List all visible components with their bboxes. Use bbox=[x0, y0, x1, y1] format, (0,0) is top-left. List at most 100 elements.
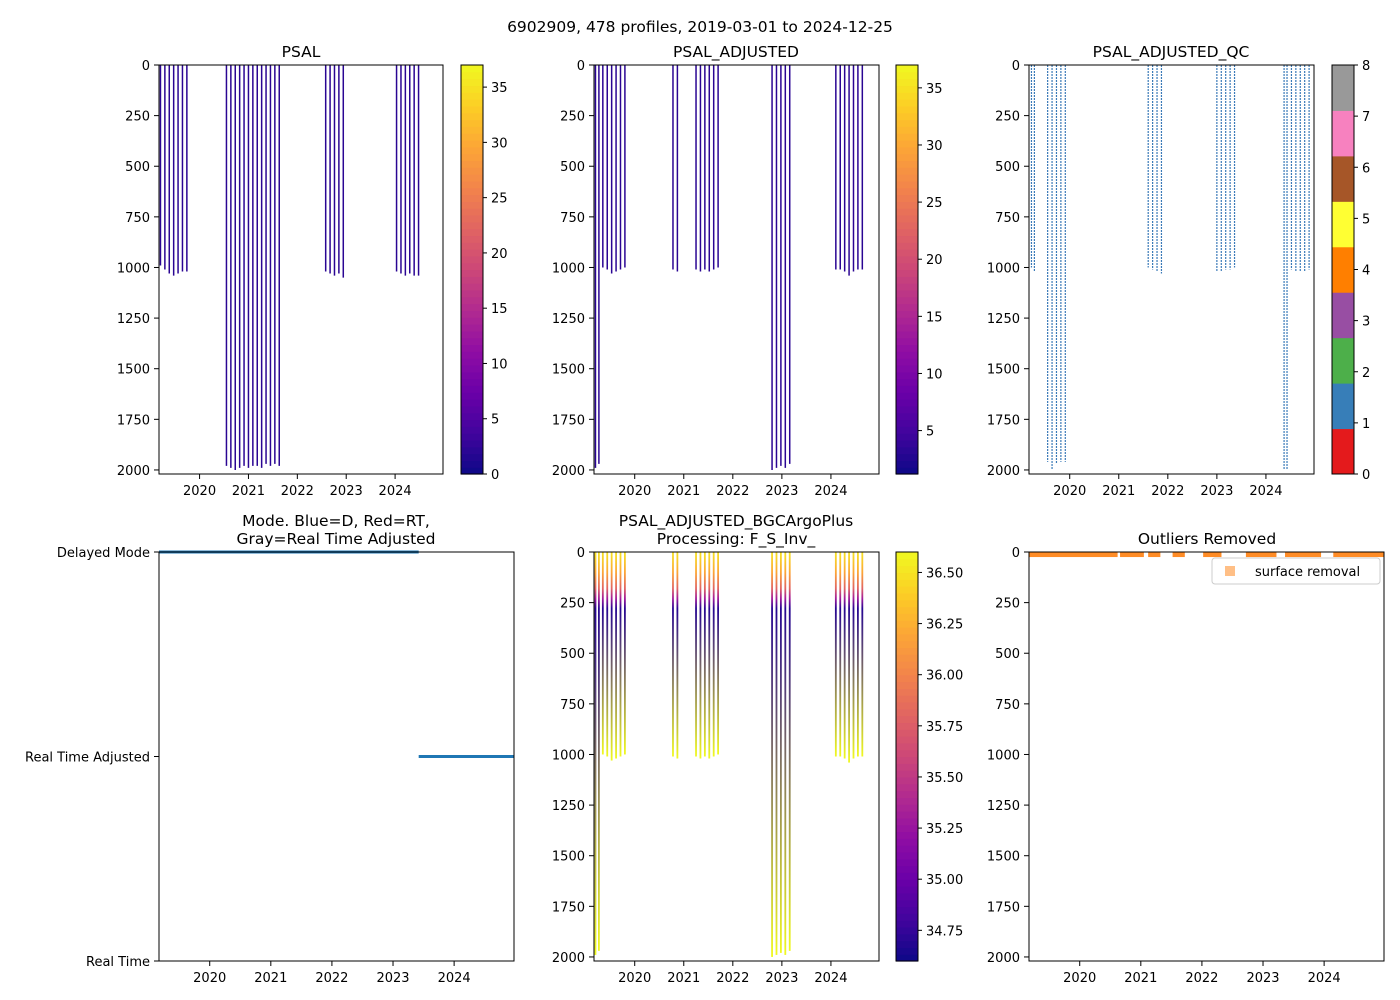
colorbar-step bbox=[896, 851, 918, 860]
colorbar-segment bbox=[1332, 110, 1354, 157]
panel-title: Mode. Blue=D, Red=RT, bbox=[242, 512, 430, 530]
colorbar-frame bbox=[895, 64, 919, 475]
colorbar-tick-label: 35.75 bbox=[926, 720, 963, 735]
colorbar-step bbox=[896, 174, 918, 182]
x-tick-label: 2020 bbox=[618, 971, 651, 986]
profile-line bbox=[695, 552, 697, 757]
colorbar-step bbox=[896, 749, 918, 758]
colorbar-tick-label: 36.00 bbox=[926, 669, 963, 684]
y-tick-label: 1500 bbox=[552, 850, 585, 865]
colorbar-step bbox=[461, 249, 483, 257]
colorbar-step bbox=[896, 688, 918, 696]
profile-line bbox=[624, 552, 626, 755]
colorbar-tick-label: 10 bbox=[491, 357, 508, 372]
colorbar-step bbox=[461, 392, 483, 400]
x-tick-label: 2024 bbox=[379, 484, 412, 499]
colorbar-step bbox=[896, 180, 918, 189]
colorbar-step bbox=[896, 71, 918, 80]
y-tick-label: 1750 bbox=[117, 413, 150, 428]
colorbar-step bbox=[896, 572, 918, 580]
y-tick-label: 0 bbox=[1012, 546, 1020, 561]
x-tick-label: 2022 bbox=[716, 971, 749, 986]
colorbar-step bbox=[896, 620, 918, 628]
colorbar-segment bbox=[1332, 383, 1354, 430]
panel-title: Outliers Removed bbox=[1138, 530, 1276, 548]
plot-area: 2020 2021 2022 2023 202402505007501000125015… bbox=[117, 59, 508, 499]
colorbar-segment bbox=[1332, 201, 1354, 248]
profile-line bbox=[843, 552, 846, 759]
colorbar-step bbox=[896, 913, 918, 921]
colorbar-step bbox=[896, 701, 918, 710]
colorbar-step bbox=[461, 194, 483, 202]
colorbar-step bbox=[461, 330, 483, 339]
colorbar-step bbox=[896, 715, 918, 724]
y-tick-label: 250 bbox=[560, 597, 585, 612]
colorbar-step bbox=[896, 385, 918, 393]
colorbar-step bbox=[896, 399, 918, 407]
panel-psal-adjusted-qc: PSAL_ADJUSTED_QC 2020 2021 2022 2023 2024025… bbox=[987, 43, 1370, 499]
colorbar-step bbox=[461, 71, 483, 80]
colorbar-step bbox=[896, 214, 918, 223]
colorbar-step bbox=[461, 208, 483, 216]
colorbar-step bbox=[896, 460, 918, 468]
outlier-marker bbox=[1285, 552, 1322, 558]
colorbar-step bbox=[896, 811, 918, 819]
colorbar-step bbox=[896, 112, 918, 121]
colorbar-step bbox=[896, 906, 918, 914]
y-tick-label: 750 bbox=[995, 698, 1020, 713]
colorbar-tick-label: 15 bbox=[926, 310, 943, 325]
colorbar-step bbox=[896, 99, 918, 107]
colorbar-step bbox=[896, 351, 918, 359]
colorbar-step bbox=[896, 262, 918, 271]
colorbar-step bbox=[461, 351, 483, 359]
colorbar-step bbox=[896, 105, 918, 114]
x-tick-label: 2021 bbox=[667, 484, 700, 499]
colorbar-step bbox=[896, 647, 918, 655]
x-tick-label: 2021 bbox=[254, 971, 287, 986]
colorbar-step bbox=[461, 112, 483, 121]
colorbar-step bbox=[896, 940, 918, 948]
y-tick-label: 1000 bbox=[987, 261, 1020, 276]
legend-marker bbox=[1225, 566, 1235, 576]
colorbar-step bbox=[896, 221, 918, 230]
profile-line bbox=[708, 552, 711, 759]
y-tick-label: 0 bbox=[142, 59, 150, 74]
colorbar-step bbox=[461, 105, 483, 114]
colorbar-step bbox=[461, 289, 483, 298]
x-tick-label: 2023 bbox=[765, 484, 798, 499]
y-tick-label: 2000 bbox=[987, 951, 1020, 966]
colorbar-step bbox=[461, 133, 483, 141]
x-tick-label: 2021 bbox=[1102, 484, 1135, 499]
colorbar-tick-label: 1 bbox=[1362, 417, 1370, 432]
profile-line bbox=[779, 552, 782, 953]
x-tick-label: 2021 bbox=[232, 484, 265, 499]
colorbar-step bbox=[896, 681, 918, 689]
colorbar-step bbox=[896, 337, 918, 346]
colorbar-step bbox=[896, 358, 918, 366]
colorbar-step bbox=[896, 783, 918, 792]
colorbar-step bbox=[896, 85, 918, 93]
colorbar-step bbox=[896, 858, 918, 867]
colorbar-segment bbox=[1332, 155, 1354, 202]
colorbar-step bbox=[461, 228, 483, 237]
y-tick-label: 1000 bbox=[117, 261, 150, 276]
colorbar-step bbox=[896, 133, 918, 141]
colorbar-step bbox=[461, 235, 483, 243]
x-tick-label: 2023 bbox=[376, 971, 409, 986]
colorbar-step bbox=[461, 324, 483, 332]
colorbar-step bbox=[896, 276, 918, 284]
y-tick-label: 1750 bbox=[552, 413, 585, 428]
colorbar-step bbox=[896, 838, 918, 846]
colorbar-step bbox=[461, 371, 483, 380]
x-tick-label: 2020 bbox=[618, 484, 651, 499]
y-tick-label: 1250 bbox=[117, 312, 150, 327]
colorbar-step bbox=[461, 160, 483, 168]
y-tick-label: 750 bbox=[125, 211, 150, 226]
plot-area: 2020 2021 2022 2023 2024 Delayed Mode Real Tim… bbox=[25, 546, 515, 986]
profile-line bbox=[619, 552, 622, 757]
colorbar-step bbox=[896, 446, 918, 455]
colorbar-tick-label: 30 bbox=[926, 139, 943, 154]
outlier-marker bbox=[1029, 552, 1118, 558]
colorbar-step bbox=[461, 201, 483, 209]
colorbar-step bbox=[896, 797, 918, 805]
